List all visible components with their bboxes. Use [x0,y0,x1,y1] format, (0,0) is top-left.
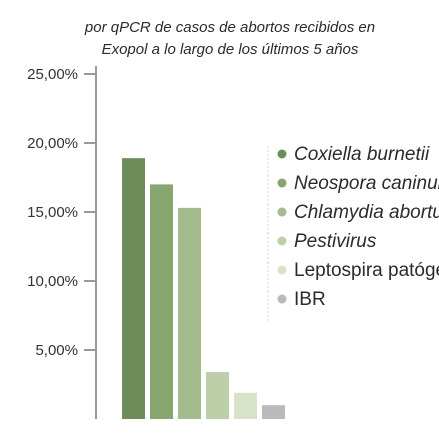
legend: Coxiella burnetii Neospora caninum Chlamyd… [267,144,439,321]
legend-label: Leptospira patógenas [294,260,439,281]
legend-marker [277,207,287,217]
bar-3 [178,207,201,419]
legend-label: Neospora caninum [294,173,439,194]
legend-label: Coxiella burnetii [294,144,430,165]
legend-marker [277,149,287,159]
y-tick-label: 25,00% [27,66,78,83]
y-tick-label: 15,00% [27,204,78,221]
bar-6 [262,405,285,419]
chart-title-line-3: Exopol a lo largo de los últimos 5 años [102,41,359,58]
bar-2 [150,184,173,419]
legend-label: IBR [294,289,326,310]
legend-marker [277,265,287,275]
legend-label: Chlamydia abortus [294,202,439,223]
legend-marker [277,236,287,246]
y-tick-label: 10,00% [27,273,78,290]
chart-title: por qPCR de casos de abortos recibidos e… [84,19,375,58]
y-tick-label: 5,00% [35,342,78,359]
bar-5 [234,392,257,419]
y-tick-label: 20,00% [27,135,78,152]
bars [122,158,285,419]
legend-label: Pestivirus [294,231,377,252]
legend-marker [277,178,287,188]
chart-title-line-2: por qPCR de casos de abortos recibidos e… [84,19,375,36]
bar-4 [206,372,229,419]
legend-marker [277,294,287,304]
y-axis: 5,00% 10,00% 15,00% 20,00% 25,00% [27,66,97,419]
bar-1 [122,158,145,419]
